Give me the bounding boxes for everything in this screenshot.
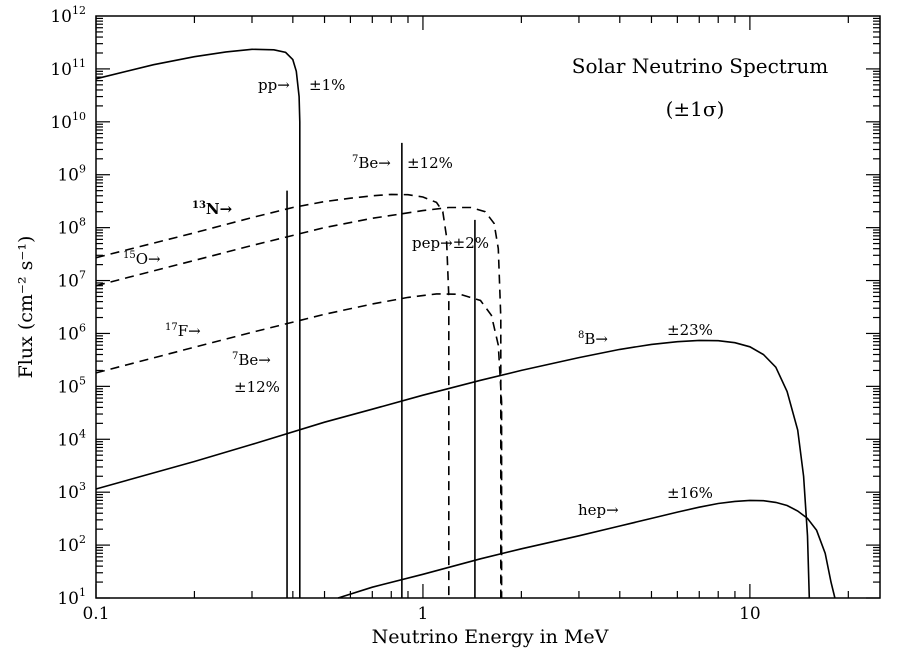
label-f17: 17F→ [165,322,201,340]
label-f17-text: F→ [178,322,201,340]
label-b8: 8B→ [578,330,608,348]
x-tick-label: 0.1 [82,604,109,624]
series-B8 [95,339,811,599]
label-hep-unc: ±16% [667,484,713,502]
label-o15-text: O→ [136,250,161,268]
label-be7-high: 7Be→ [352,154,391,172]
y-tick-label: 108 [57,216,86,239]
label-pp: pp→ [258,76,290,94]
chart-subtitle: (±1σ) [666,97,725,121]
label-be7-low-sup: 7 [232,351,238,362]
axis-ticks: 0.1 1 10 101 102 103 104 105 106 107 108 109 1010 101… [50,4,880,624]
y-tick-label: 105 [57,374,86,397]
label-be7-high-unc: ±12% [407,154,453,172]
label-be7-low-unc: ±12% [234,378,280,396]
label-b8-text: B→ [584,330,608,348]
series-hep [337,499,836,599]
y-tick-label: 1012 [50,4,86,27]
label-pep: pep→±2% [412,234,489,252]
label-n13: 13N→ [192,200,233,218]
label-be7-low: 7Be→ [232,351,271,369]
label-be7-low-text: Be→ [238,351,271,369]
y-tick-label: 1011 [50,57,86,80]
label-be7-high-text: Be→ [358,154,391,172]
y-axis-label: Flux (cm⁻² s⁻¹) [15,236,37,379]
y-tick-label: 101 [57,586,86,609]
y-tick-label: 109 [57,163,86,186]
label-n13-text: N→ [206,200,233,218]
x-tick-label: 10 [739,604,761,624]
series-pp [95,48,301,598]
series-O15 [95,206,502,598]
label-f17-sup: 17 [165,322,178,333]
y-tick-label: 107 [57,269,86,292]
label-b8-unc: ±23% [667,321,713,339]
y-tick-label: 104 [57,427,86,450]
series-N13 [95,193,450,598]
label-hep: hep→ [578,501,619,519]
label-o15-sup: 15 [123,250,136,261]
y-tick-label: 106 [57,321,86,344]
plot-frame [95,15,881,599]
y-tick-label: 103 [57,480,86,503]
y-tick-label: 102 [57,533,86,556]
series-group [95,48,836,599]
y-tick-label: 1010 [50,110,86,133]
line-spectra-group [286,142,476,598]
label-o15: 15O→ [123,250,161,268]
label-pp-unc: ±1% [309,76,345,94]
label-n13-sup: 13 [192,200,206,211]
x-tick-label: 1 [418,604,429,624]
chart-title: Solar Neutrino Spectrum [572,54,828,78]
label-b8-sup: 8 [578,330,584,341]
series-F17 [95,293,503,598]
x-axis-label: Neutrino Energy in MeV [372,626,609,648]
label-be7-high-sup: 7 [352,154,358,165]
